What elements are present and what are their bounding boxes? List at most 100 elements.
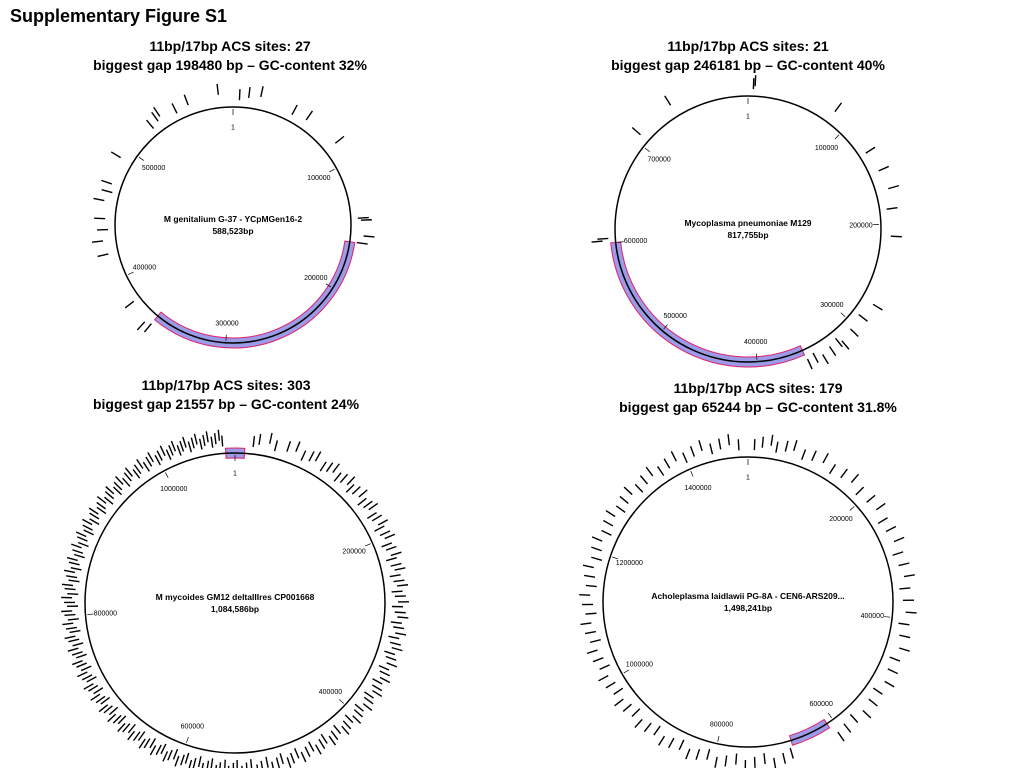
- acs-site-mark: [190, 437, 195, 449]
- panel-4-caption: 11bp/17bp ACS sites: 179 biggest gap 652…: [588, 379, 928, 417]
- coordinate-tick: [663, 324, 668, 330]
- acs-site-mark: [159, 445, 166, 457]
- acs-site-mark: [65, 626, 77, 630]
- acs-site-mark: [653, 725, 661, 736]
- acs-site-mark: [893, 536, 905, 543]
- acs-site-mark: [363, 500, 373, 509]
- acs-site-mark: [605, 681, 616, 689]
- acs-site-mark: [372, 689, 383, 698]
- acs-site-mark: [872, 687, 883, 695]
- acs-site-mark: [363, 696, 374, 705]
- acs-site-mark: [789, 747, 794, 759]
- acs-site-mark: [724, 755, 728, 767]
- acs-site-mark: [86, 676, 97, 683]
- acs-site-mark: [374, 525, 385, 532]
- acs-site-mark: [718, 438, 722, 450]
- acs-site-mark: [591, 536, 603, 542]
- acs-site-mark: [171, 103, 178, 114]
- acs-site-mark: [364, 691, 374, 699]
- acs-site-mark: [273, 440, 279, 452]
- acs-site-mark: [656, 465, 665, 476]
- acs-site-mark: [202, 434, 206, 446]
- acs-site-mark: [584, 574, 596, 578]
- acs-site-mark: [300, 751, 307, 763]
- acs-site-mark: [390, 562, 402, 567]
- acs-site-mark: [69, 629, 81, 634]
- acs-site-mark: [289, 752, 296, 764]
- acs-site-mark: [216, 83, 220, 95]
- acs-site-mark: [91, 240, 104, 243]
- acs-site-mark: [332, 463, 340, 473]
- acs-site-mark: [64, 635, 76, 640]
- acs-site-mark: [664, 95, 672, 106]
- acs-site-mark: [308, 451, 315, 462]
- acs-site-mark: [215, 764, 218, 768]
- coordinate-label: 100000: [815, 145, 838, 152]
- acs-site-mark: [828, 346, 837, 356]
- acs-site-mark: [101, 179, 112, 185]
- acs-site-mark: [279, 753, 284, 765]
- coordinate-tick: [690, 470, 694, 477]
- acs-site-mark: [154, 454, 161, 466]
- acs-site-mark: [384, 650, 396, 656]
- acs-site-mark: [385, 655, 397, 661]
- acs-site-mark: [110, 151, 122, 159]
- acs-site-mark: [763, 753, 766, 765]
- coordinate-tick: [325, 283, 332, 288]
- coordinate-label: 1: [231, 125, 235, 132]
- acs-site-mark: [645, 466, 654, 477]
- coordinate-label: 1400000: [684, 485, 711, 492]
- acs-site-mark: [390, 621, 402, 624]
- acs-site-mark: [124, 467, 133, 477]
- acs-site-mark: [598, 675, 609, 682]
- acs-site-mark: [357, 216, 369, 219]
- genome-name: M mycoides GM12 deltaIIIres CP001668: [156, 592, 315, 602]
- coordinate-label: 200000: [342, 548, 365, 555]
- acs-site-mark: [592, 657, 604, 663]
- panel-2-gap-summary: biggest gap 246181 bp – GC-content 40%: [611, 57, 885, 73]
- coordinate-label: 600000: [809, 701, 832, 708]
- acs-site-mark: [117, 715, 127, 725]
- acs-site-mark: [149, 738, 157, 749]
- acs-site-mark: [205, 431, 209, 443]
- acs-site-mark: [379, 670, 391, 677]
- acs-site-mark: [155, 744, 162, 756]
- genome-ring: [614, 95, 882, 363]
- acs-site-mark: [210, 436, 214, 448]
- acs-site-mark: [314, 744, 322, 755]
- acs-site-mark: [773, 757, 777, 768]
- acs-site-mark: [605, 509, 616, 518]
- acs-site-mark: [685, 748, 691, 760]
- acs-site-mark: [98, 704, 109, 713]
- acs-site-mark: [865, 146, 876, 154]
- acs-site-mark: [76, 662, 87, 668]
- acs-site-mark: [379, 676, 391, 684]
- acs-site-mark: [899, 634, 911, 639]
- acs-site-mark: [197, 756, 202, 768]
- acs-site-mark: [585, 612, 597, 615]
- acs-site-mark: [589, 638, 601, 644]
- coordinate-label: 1: [746, 475, 750, 482]
- acs-site-mark: [892, 551, 904, 556]
- panel-4-sites-count: 11bp/17bp ACS sites: 179: [673, 380, 843, 396]
- acs-site-mark: [213, 433, 217, 445]
- acs-site-mark: [97, 253, 109, 258]
- gap-region: [610, 241, 806, 368]
- acs-site-mark: [334, 135, 345, 144]
- acs-site-mark: [96, 496, 107, 504]
- acs-site-mark: [201, 762, 205, 768]
- acs-site-mark: [377, 519, 389, 526]
- acs-site-mark: [339, 473, 349, 483]
- acs-site-mark: [88, 684, 99, 692]
- acs-site-mark: [800, 449, 807, 461]
- coordinate-label: 200000: [304, 275, 327, 282]
- acs-site-mark: [709, 443, 714, 455]
- acs-site-mark: [146, 119, 155, 129]
- acs-site-mark: [67, 618, 79, 621]
- acs-site-mark: [305, 110, 314, 121]
- acs-site-mark: [775, 441, 779, 453]
- acs-site-mark: [663, 458, 671, 469]
- acs-site-mark: [333, 724, 342, 735]
- acs-site-mark: [89, 518, 100, 525]
